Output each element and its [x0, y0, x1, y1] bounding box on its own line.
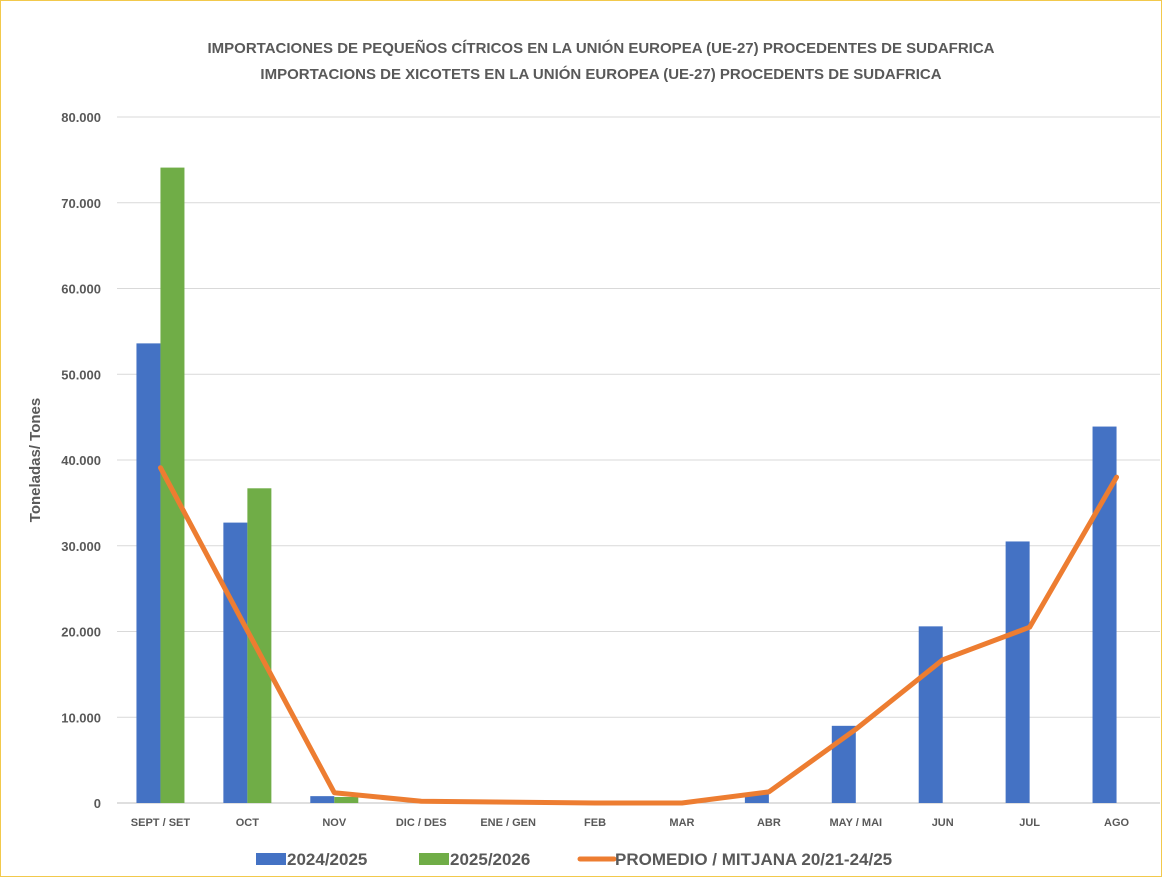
line-layer [157, 465, 1120, 806]
x-tick-label: JUL [1019, 817, 1040, 829]
bar [223, 522, 248, 803]
legend-swatch [419, 853, 449, 865]
bar [247, 488, 272, 803]
x-tick-label: JUN [932, 817, 954, 829]
bar [744, 793, 769, 803]
y-tick-label: 40.000 [61, 453, 101, 468]
bar [1005, 541, 1030, 803]
bar [1092, 426, 1117, 803]
bar [918, 626, 943, 803]
chart-title: IMPORTACIONES DE PEQUEÑOS CÍTRICOS EN LA… [207, 39, 994, 57]
bar [310, 796, 335, 803]
grid-layer [117, 116, 1160, 804]
bar-layer [136, 167, 1117, 803]
y-tick-label: 10.000 [61, 710, 101, 725]
y-tick-label: 70.000 [61, 196, 101, 211]
legend-label: 2025/2026 [450, 850, 530, 869]
y-tick-label: 60.000 [61, 282, 101, 297]
legend-label: 2024/2025 [287, 850, 367, 869]
y-tick-label: 30.000 [61, 539, 101, 554]
chart-subtitle: IMPORTACIONS DE XICOTETS EN LA UNIÓN EUR… [260, 65, 941, 83]
x-tick-label: DIC / DES [396, 817, 447, 829]
x-tick-label: AGO [1104, 817, 1130, 829]
series-line [157, 465, 1120, 806]
x-tick-label: MAR [669, 817, 694, 829]
x-tick-label: FEB [584, 817, 606, 829]
y-tick-label: 80.000 [61, 110, 101, 125]
x-tick-label: OCT [236, 817, 260, 829]
y-axis-label: Toneladas/ Tones [27, 398, 44, 522]
x-tick-label: NOV [322, 817, 347, 829]
x-tick-label: MAY / MAI [830, 817, 883, 829]
bar [334, 796, 359, 803]
x-tick-label: SEPT / SET [131, 817, 191, 829]
legend: 2024/2025 2025/2026 PROMEDIO / MITJANA 20/… [256, 850, 892, 869]
y-tick-label: 20.000 [61, 625, 101, 640]
x-tick-label: ABR [757, 817, 781, 829]
legend-swatch [256, 853, 286, 865]
y-tick-label: 0 [94, 796, 101, 811]
bar [136, 343, 161, 803]
legend-label: PROMEDIO / MITJANA 20/21-24/25 [615, 850, 892, 869]
axis-layer: 0 10.000 20.000 30.000 40.000 50.000 60.000 70.… [61, 110, 1129, 829]
y-tick-label: 50.000 [61, 367, 101, 382]
x-tick-label: ENE / GEN [480, 817, 536, 829]
